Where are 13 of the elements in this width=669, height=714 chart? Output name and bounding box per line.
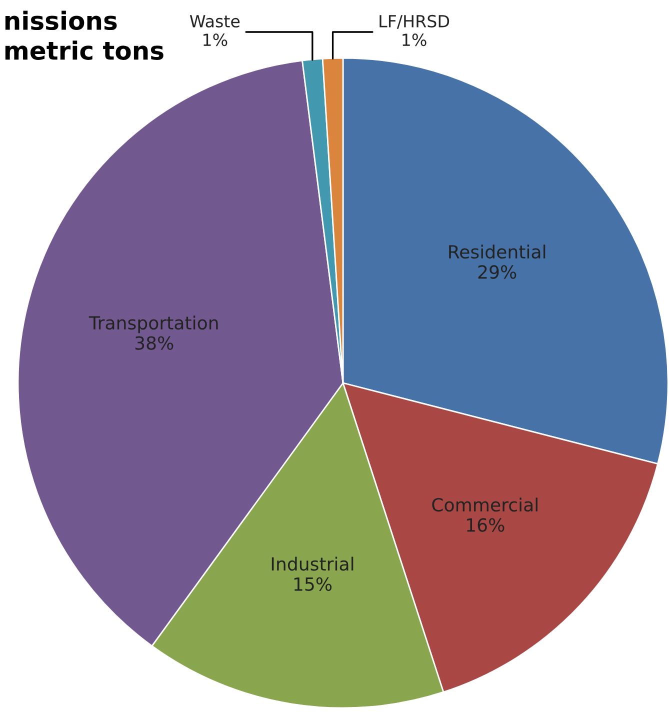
data-label: 38% [135, 336, 174, 350]
chart-title: nissions metric tons [5, 10, 164, 60]
slice-label: Residential [449, 244, 546, 259]
slice-label: LF/HRSD [380, 14, 450, 29]
slice-label: Commercial [432, 498, 538, 512]
slice-label: Transportation [88, 316, 218, 334]
data-label: 1% [402, 34, 426, 46]
data-label: 29% [478, 265, 516, 279]
slice-label: Industrial [272, 556, 354, 571]
data-label: 16% [467, 518, 504, 532]
slice-label: Waste [190, 15, 240, 28]
data-label: 15% [294, 577, 332, 591]
data-label: 1% [204, 34, 228, 46]
